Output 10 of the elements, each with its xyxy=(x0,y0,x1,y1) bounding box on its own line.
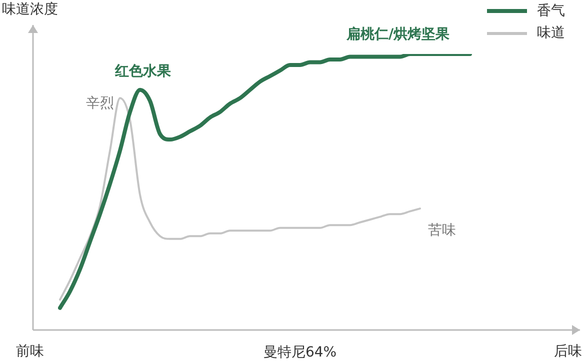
y-axis-title: 味道浓度 xyxy=(2,2,58,18)
legend-label: 味道 xyxy=(537,24,565,42)
text: 扁桃仁/烘烤坚果 xyxy=(345,26,451,43)
annotation: 苦味 xyxy=(428,222,456,239)
annotation: 红色水果 xyxy=(114,64,172,80)
x-axis-title: 曼特尼64% xyxy=(263,344,337,361)
text: 后味 xyxy=(554,344,582,360)
annotation: 辛烈 xyxy=(86,96,114,112)
legend-label: 香气 xyxy=(537,2,565,20)
text: 前味 xyxy=(16,344,44,360)
